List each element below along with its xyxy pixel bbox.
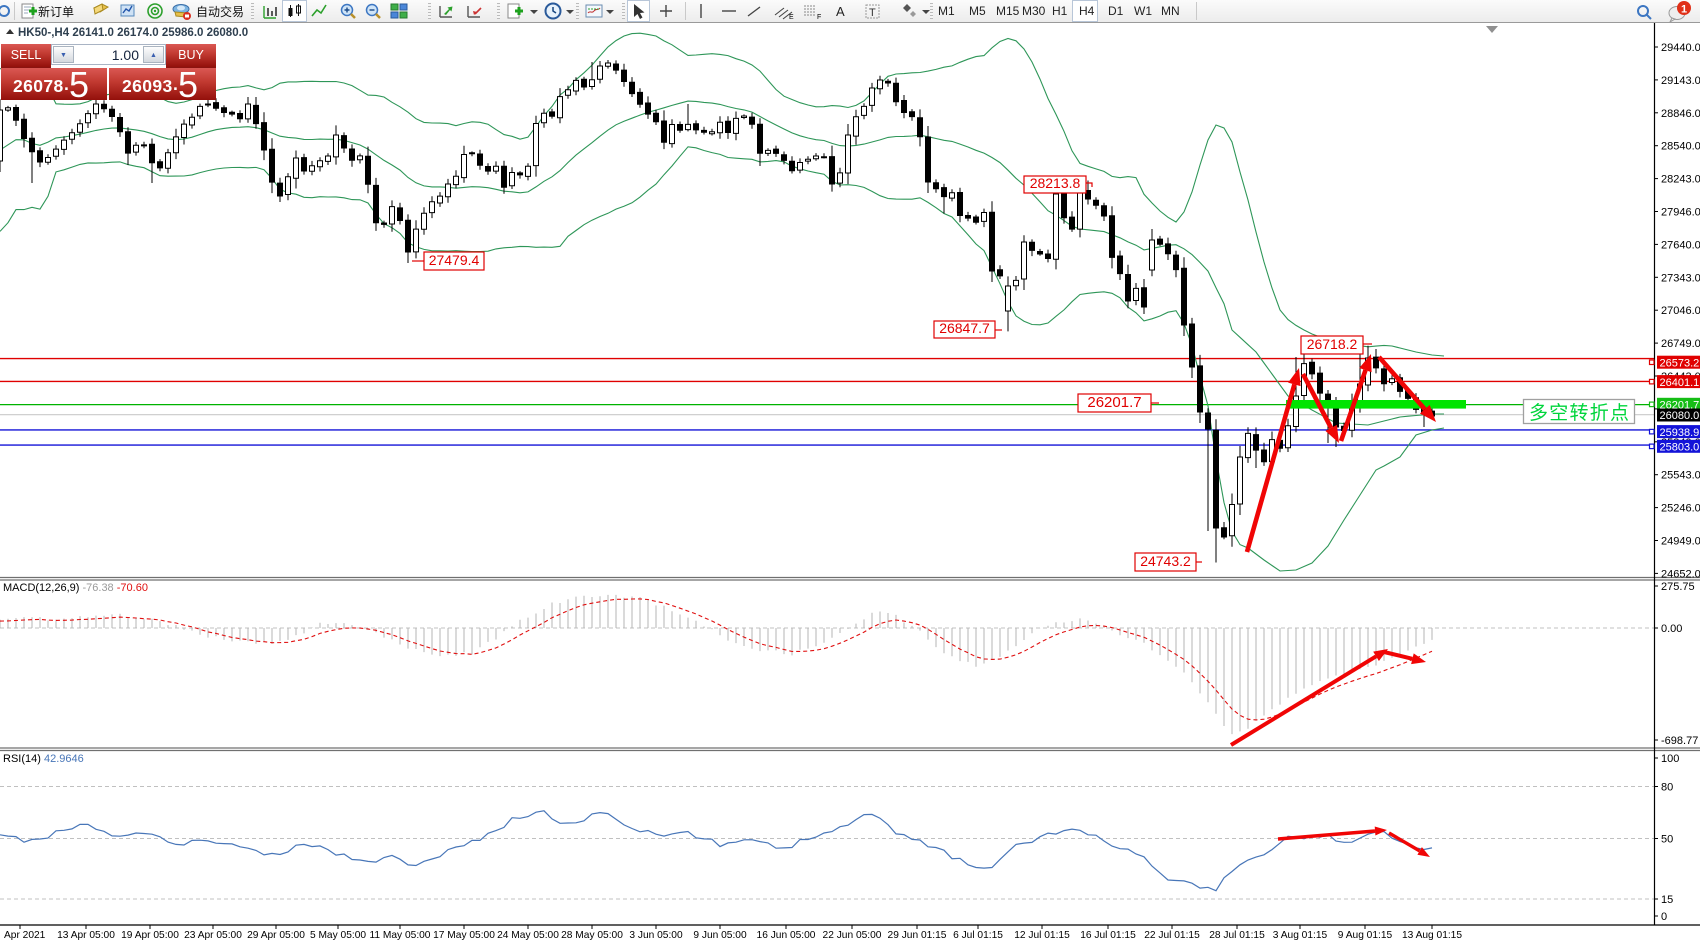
svg-text:24652.0: 24652.0 — [1661, 568, 1700, 580]
svg-text:E: E — [789, 14, 794, 21]
svg-text:24949.0: 24949.0 — [1661, 536, 1700, 548]
svg-text:22 Jun 05:00: 22 Jun 05:00 — [823, 930, 882, 941]
svg-text:25543.0: 25543.0 — [1661, 470, 1700, 482]
svg-text:3 Jun 05:00: 3 Jun 05:00 — [629, 930, 683, 941]
svg-text:28 May 05:00: 28 May 05:00 — [561, 930, 623, 941]
svg-text:29440.0: 29440.0 — [1661, 42, 1700, 54]
svg-text:25938.9: 25938.9 — [1660, 427, 1700, 439]
svg-text:23 Apr 05:00: 23 Apr 05:00 — [184, 930, 242, 941]
svg-text:9 Aug 01:15: 9 Aug 01:15 — [1338, 930, 1393, 941]
svg-text:100: 100 — [1661, 753, 1679, 765]
svg-text:28 Jul 01:15: 28 Jul 01:15 — [1209, 930, 1265, 941]
svg-text:11 May 05:00: 11 May 05:00 — [370, 930, 431, 941]
svg-text:Apr 2021: Apr 2021 — [4, 930, 46, 941]
svg-text:17 May 05:00: 17 May 05:00 — [433, 930, 495, 941]
svg-text:5 May 05:00: 5 May 05:00 — [310, 930, 366, 941]
svg-text:50: 50 — [1661, 834, 1673, 846]
svg-text:-698.77: -698.77 — [1661, 735, 1698, 747]
svg-text:27479.4: 27479.4 — [429, 252, 480, 268]
svg-text:26573.2: 26573.2 — [1660, 357, 1700, 369]
svg-text:RSI(14) 42.9646: RSI(14) 42.9646 — [3, 753, 84, 765]
svg-text:28540.0: 28540.0 — [1661, 141, 1700, 153]
svg-text:T: T — [869, 7, 876, 19]
svg-text:26201.7: 26201.7 — [1087, 394, 1141, 411]
svg-text:27640.0: 27640.0 — [1661, 239, 1700, 251]
svg-text:26847.7: 26847.7 — [939, 320, 990, 336]
svg-text:13 Apr 05:00: 13 Apr 05:00 — [57, 930, 115, 941]
svg-text:22 Jul 01:15: 22 Jul 01:15 — [1144, 930, 1200, 941]
svg-text:26080.0: 26080.0 — [1660, 410, 1700, 422]
svg-text:27046.0: 27046.0 — [1661, 305, 1700, 317]
svg-text:275.75: 275.75 — [1661, 581, 1695, 593]
svg-text:HK50-,H4 26141.0 26174.0 2598: HK50-,H4 26141.0 26174.0 25986.0 26080.0 — [18, 27, 248, 39]
svg-text:3 Aug 01:15: 3 Aug 01:15 — [1273, 930, 1328, 941]
svg-text:9 Jun 05:00: 9 Jun 05:00 — [693, 930, 747, 941]
svg-text:27946.0: 27946.0 — [1661, 207, 1700, 219]
svg-text:29143.0: 29143.0 — [1661, 75, 1700, 87]
svg-text:25803.0: 25803.0 — [1660, 442, 1700, 454]
svg-text:16 Jun 05:00: 16 Jun 05:00 — [757, 930, 816, 941]
svg-text:24 May 05:00: 24 May 05:00 — [497, 930, 559, 941]
svg-text:12 Jul 01:15: 12 Jul 01:15 — [1014, 930, 1070, 941]
svg-text:6 Jul 01:15: 6 Jul 01:15 — [953, 930, 1003, 941]
svg-text:28846.0: 28846.0 — [1661, 108, 1700, 120]
svg-text:28243.0: 28243.0 — [1661, 174, 1700, 186]
svg-text:26401.1: 26401.1 — [1660, 377, 1700, 389]
svg-text:28213.8: 28213.8 — [1030, 175, 1081, 191]
svg-text:F: F — [817, 14, 821, 21]
svg-text:15: 15 — [1661, 894, 1673, 906]
svg-text:0.00: 0.00 — [1661, 623, 1682, 635]
svg-text:25246.0: 25246.0 — [1661, 503, 1700, 515]
svg-text:16 Jul 01:15: 16 Jul 01:15 — [1080, 930, 1136, 941]
svg-text:1: 1 — [1681, 4, 1687, 16]
svg-text:27343.0: 27343.0 — [1661, 272, 1700, 284]
svg-text:29 Apr 05:00: 29 Apr 05:00 — [247, 930, 305, 941]
svg-text:24743.2: 24743.2 — [1140, 553, 1191, 569]
svg-text:13 Aug 01:15: 13 Aug 01:15 — [1402, 930, 1462, 941]
svg-text:19 Apr 05:00: 19 Apr 05:00 — [121, 930, 179, 941]
svg-text:29 Jun 01:15: 29 Jun 01:15 — [888, 930, 947, 941]
svg-text:多空转折点: 多空转折点 — [1529, 402, 1629, 424]
svg-text:26718.2: 26718.2 — [1307, 336, 1358, 352]
svg-text:26749.0: 26749.0 — [1661, 338, 1700, 350]
svg-text:80: 80 — [1661, 782, 1673, 794]
svg-text:MACD(12,26,9) -76.38 -70.60: MACD(12,26,9) -76.38 -70.60 — [3, 582, 148, 594]
svg-text:0: 0 — [1661, 911, 1667, 923]
svg-text:A: A — [836, 4, 845, 19]
